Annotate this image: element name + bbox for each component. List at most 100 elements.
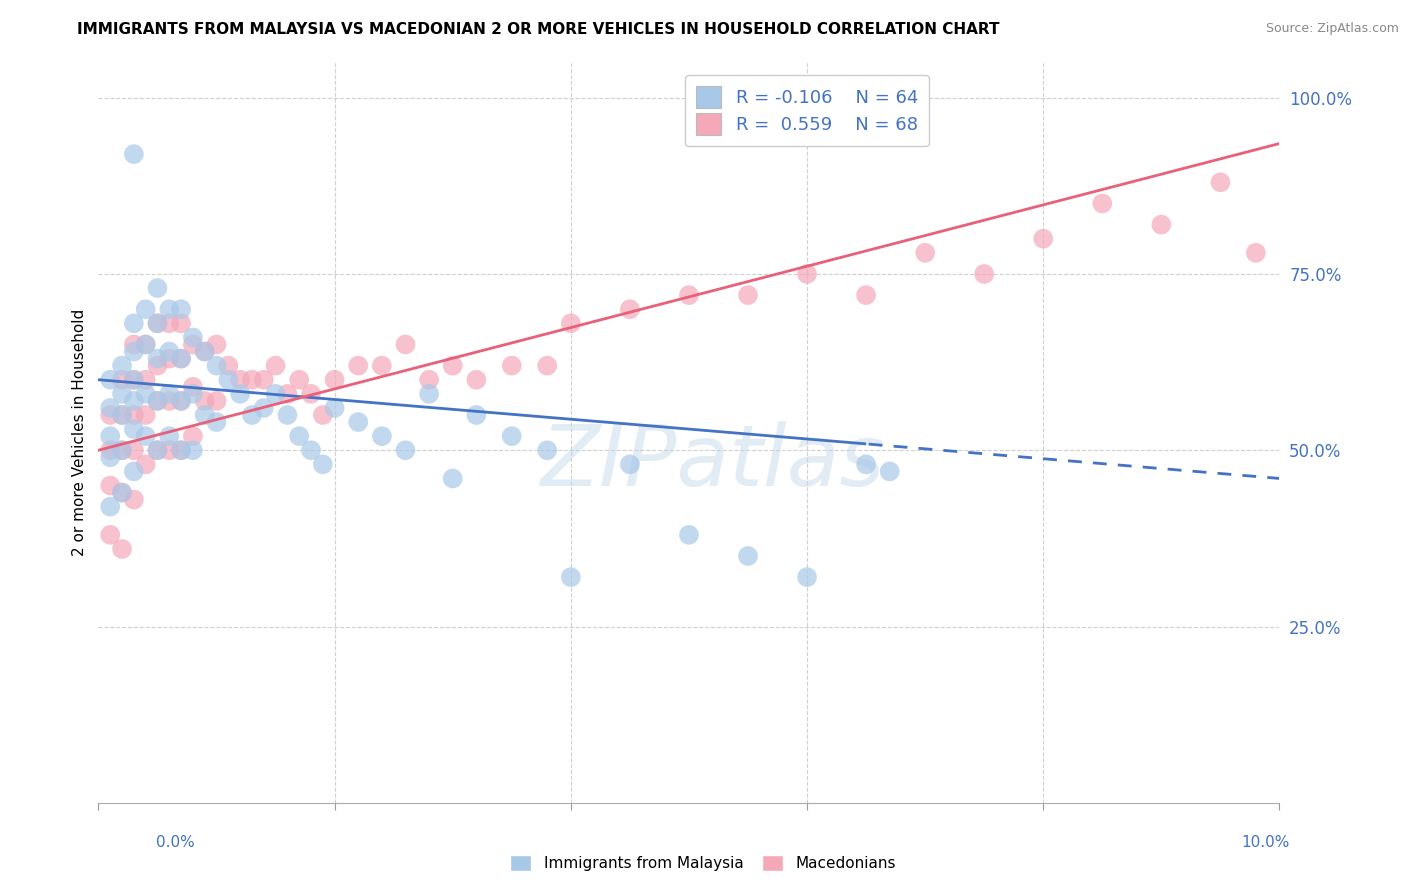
Point (678, 288, 700, 302)
Point (737, 549, 759, 563)
Point (879, 464, 901, 478)
Point (146, 443, 169, 458)
Point (122, 464, 145, 478)
Point (122, 316, 145, 330)
Point (170, 393, 193, 408)
Point (170, 393, 193, 408)
Point (560, 570, 582, 584)
Text: IMMIGRANTS FROM MALAYSIA VS MACEDONIAN 2 OR MORE VEHICLES IN HOUSEHOLD CORRELATI: IMMIGRANTS FROM MALAYSIA VS MACEDONIAN 2… (77, 22, 1000, 37)
Point (157, 344, 180, 359)
Point (146, 351, 169, 366)
Point (157, 302, 180, 317)
Text: 10.0%: 10.0% (1241, 836, 1289, 850)
Point (312, 458, 335, 472)
Point (501, 429, 523, 443)
Point (122, 422, 145, 436)
Point (170, 443, 193, 458)
Point (146, 281, 169, 295)
Point (264, 387, 287, 401)
Point (394, 337, 416, 351)
Point (122, 344, 145, 359)
Point (276, 408, 298, 422)
Point (1209, 175, 1232, 189)
Point (441, 471, 464, 485)
Point (146, 443, 169, 458)
Point (135, 429, 157, 443)
Point (737, 288, 759, 302)
Point (253, 401, 276, 415)
Point (855, 458, 877, 472)
Point (170, 443, 193, 458)
Text: ZIPatlas: ZIPatlas (540, 421, 884, 504)
Point (146, 393, 169, 408)
Point (347, 415, 370, 429)
Point (253, 373, 276, 387)
Point (299, 387, 322, 401)
Point (181, 387, 204, 401)
Point (98, 500, 121, 514)
Point (194, 344, 217, 359)
Point (157, 393, 180, 408)
Text: 0.0%: 0.0% (156, 836, 195, 850)
Point (122, 408, 145, 422)
Point (111, 443, 134, 458)
Point (194, 408, 217, 422)
Point (536, 443, 558, 458)
Point (205, 359, 228, 373)
Point (157, 316, 180, 330)
Point (98, 408, 121, 422)
Point (371, 359, 394, 373)
Point (240, 373, 263, 387)
Point (181, 429, 204, 443)
Point (796, 570, 818, 584)
Point (135, 373, 157, 387)
Point (1150, 218, 1173, 232)
Point (1091, 196, 1114, 211)
Point (135, 387, 157, 401)
Point (157, 387, 180, 401)
Point (678, 528, 700, 542)
Y-axis label: 2 or more Vehicles in Household: 2 or more Vehicles in Household (72, 309, 87, 557)
Point (111, 485, 134, 500)
Point (135, 337, 157, 351)
Point (855, 288, 877, 302)
Point (536, 359, 558, 373)
Point (146, 316, 169, 330)
Point (170, 302, 193, 317)
Point (181, 330, 204, 344)
Point (122, 147, 145, 161)
Point (229, 387, 252, 401)
Point (111, 443, 134, 458)
Point (111, 408, 134, 422)
Point (146, 359, 169, 373)
Point (347, 359, 370, 373)
Point (122, 443, 145, 458)
Point (135, 302, 157, 317)
Point (98, 429, 121, 443)
Point (465, 408, 488, 422)
Point (170, 351, 193, 366)
Point (229, 373, 252, 387)
Point (560, 316, 582, 330)
Point (111, 485, 134, 500)
Point (394, 443, 416, 458)
Point (205, 393, 228, 408)
Point (98, 528, 121, 542)
Point (796, 267, 818, 281)
Point (98, 443, 121, 458)
Point (146, 316, 169, 330)
Point (299, 443, 322, 458)
Point (135, 458, 157, 472)
Point (181, 337, 204, 351)
Point (619, 458, 641, 472)
Point (264, 359, 287, 373)
Point (111, 359, 134, 373)
Point (240, 408, 263, 422)
Point (157, 443, 180, 458)
Point (170, 316, 193, 330)
Point (217, 373, 239, 387)
Point (98, 401, 121, 415)
Point (122, 373, 145, 387)
Point (135, 337, 157, 351)
Point (323, 401, 346, 415)
